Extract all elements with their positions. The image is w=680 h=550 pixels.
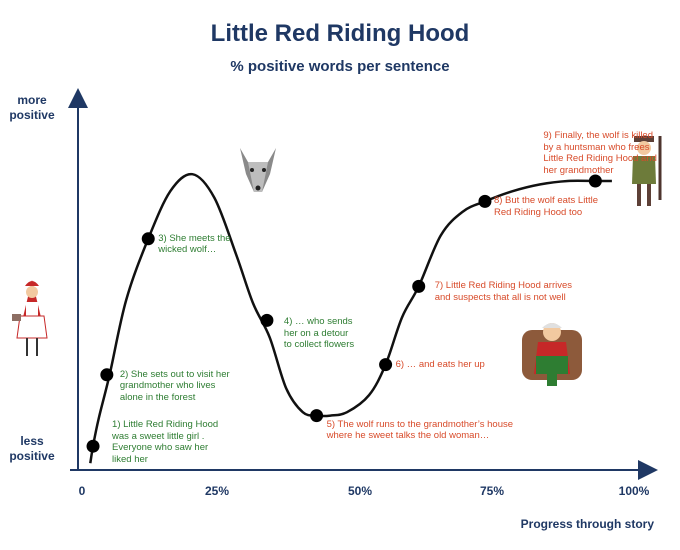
x-tick-0: 0 [78,484,86,498]
story-point-label-7: 7) Little Red Riding Hood arrives and su… [434,280,573,303]
x-tick-25: 25% [204,484,230,498]
story-point-5 [310,409,324,423]
story-point-label-4: 4) … who sends her on a detour to collec… [283,316,355,351]
story-point-label-3: 3) She meets the wicked wolf… [158,232,231,256]
story-point-label-9: 9) Finally, the wolf is killed by a hunt… [543,130,657,176]
wolf-picture [240,148,276,192]
huntsman-picture [632,136,662,206]
x-tick-50: 50% [347,484,373,498]
y-label-bottom: less positive [9,434,55,463]
story-point-6 [379,358,393,372]
x-axis-label: Progress through story [520,517,654,531]
x-tick-75: 75% [479,484,505,498]
grandmother-picture [522,323,582,386]
story-point-3 [141,232,155,246]
story-point-label-1: 1) Little Red Riding Hood was a sweet li… [112,419,219,465]
story-point-label-8: 8) But the wolf eats Little Red Riding H… [493,195,598,218]
story-point-7 [412,279,426,293]
story-point-4 [260,313,274,327]
red-riding-hood-picture [12,280,48,356]
story-point-9 [588,174,602,188]
x-tick-100: 100% [618,484,650,498]
chart-title: Little Red Riding Hood [210,20,470,47]
story-point-2 [100,368,114,382]
story-point-label-2: 2) She sets out to visit her grandmother… [119,368,230,403]
story-point-8 [478,194,492,208]
story-point-label-5: 5) The wolf runs to the grandmother’s ho… [326,418,514,442]
chart-subtitle: % positive words per sentence [230,58,450,75]
story-point-label-6: 6) … and eats her up [395,358,485,370]
story-point-1 [86,439,100,453]
y-label-top: more positive [9,93,55,122]
